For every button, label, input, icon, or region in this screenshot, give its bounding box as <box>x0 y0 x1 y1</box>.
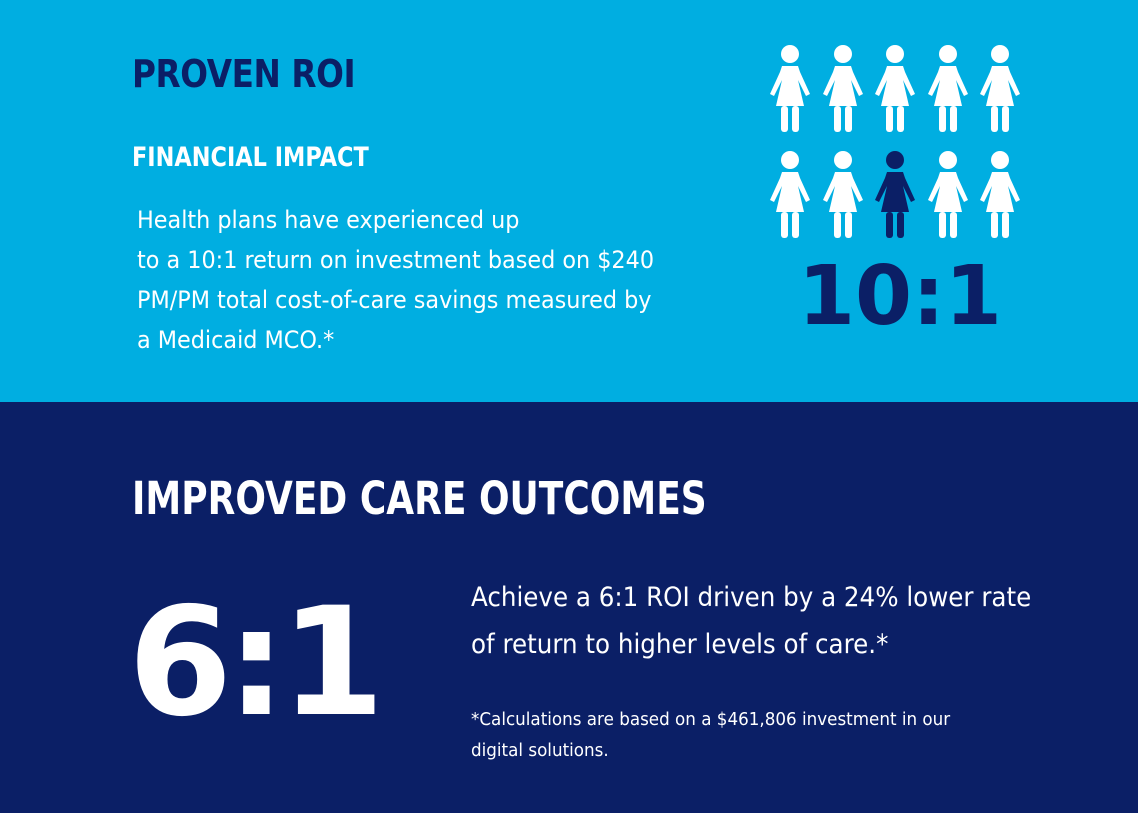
improved-outcomes-line: of return to higher levels of care.* <box>471 629 889 660</box>
person-icon <box>974 150 1026 242</box>
six-to-one-ratio: 6:1 <box>128 576 385 750</box>
financial-impact-line: to a 10:1 return on investment based on … <box>137 246 655 274</box>
person-icon <box>764 44 816 136</box>
footnote: *Calculations are based on a $461,806 in… <box>471 704 992 766</box>
footnote-line: digital solutions. <box>471 740 609 761</box>
financial-impact-line: Health plans have experienced up <box>137 206 520 234</box>
improved-outcomes-section <box>0 402 1138 813</box>
person-icon <box>922 44 974 136</box>
ten-to-one-ratio: 10:1 <box>798 249 1002 344</box>
footnote-line: *Calculations are based on a $461,806 in… <box>471 709 951 730</box>
financial-impact-line: PM/PM total cost-of-care savings measure… <box>137 286 652 314</box>
proven-roi-heading: PROVEN ROI <box>132 52 356 96</box>
person-icon <box>869 150 921 242</box>
person-icon <box>764 150 816 242</box>
improved-outcomes-text: Achieve a 6:1 ROI driven by a 24% lower … <box>471 574 1035 668</box>
person-icon <box>817 44 869 136</box>
financial-impact-heading: FINANCIAL IMPACT <box>132 142 369 173</box>
proven-roi-section: PROVEN ROI FINANCIAL IMPACT Health plans… <box>0 0 1138 402</box>
financial-impact-line: a Medicaid MCO.* <box>137 326 335 354</box>
person-icon <box>974 44 1026 136</box>
improved-outcomes-line: Achieve a 6:1 ROI driven by a 24% lower … <box>471 582 1032 613</box>
person-icon <box>869 44 921 136</box>
people-pictogram <box>764 44 1028 244</box>
financial-impact-text: Health plans have experienced up to a 10… <box>137 200 714 360</box>
person-icon <box>817 150 869 242</box>
person-icon <box>922 150 974 242</box>
improved-care-outcomes-heading: IMPROVED CARE OUTCOMES <box>132 472 707 525</box>
